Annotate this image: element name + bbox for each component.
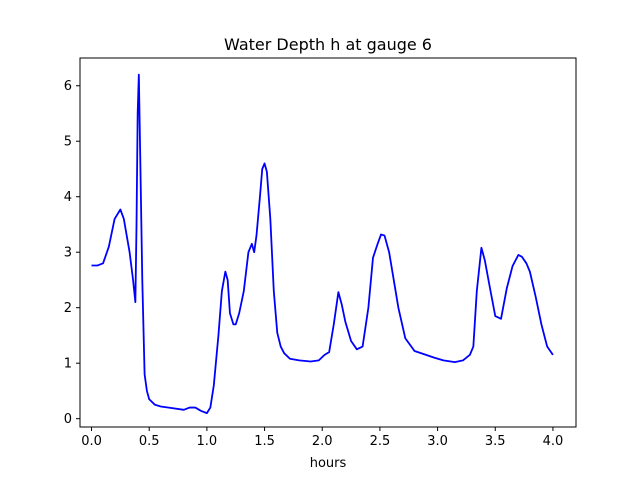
y-tick-label: 1 [64,357,72,372]
x-tick-label: 3.5 [485,434,506,449]
y-tick-label: 4 [64,190,72,205]
x-tick-label: 0.0 [81,434,102,449]
plot-area: 0.0 0.5 1.0 1.5 2.0 2.5 3.0 3.5 4.0 0 1 2 3 4 5 6 [64,57,577,449]
chart-title: Water Depth h at gauge 6 [224,35,432,54]
y-tick-label: 2 [64,301,72,316]
axes-frame [79,57,577,428]
x-tick-label: 2.0 [312,434,333,449]
x-tick-label: 3.0 [427,434,448,449]
y-tick-label: 3 [64,246,72,261]
series-line-0 [91,73,554,415]
y-tick-label: 0 [64,412,72,427]
x-axis-label: hours [310,456,347,471]
y-tick-label: 5 [64,135,72,150]
x-tick-label: 0.5 [139,434,160,449]
x-tick-label: 1.5 [254,434,275,449]
x-tick-label: 1.0 [197,434,218,449]
x-tick-label: 4.0 [543,434,564,449]
y-tick-label: 6 [64,79,72,94]
x-tick-label: 2.5 [370,434,391,449]
